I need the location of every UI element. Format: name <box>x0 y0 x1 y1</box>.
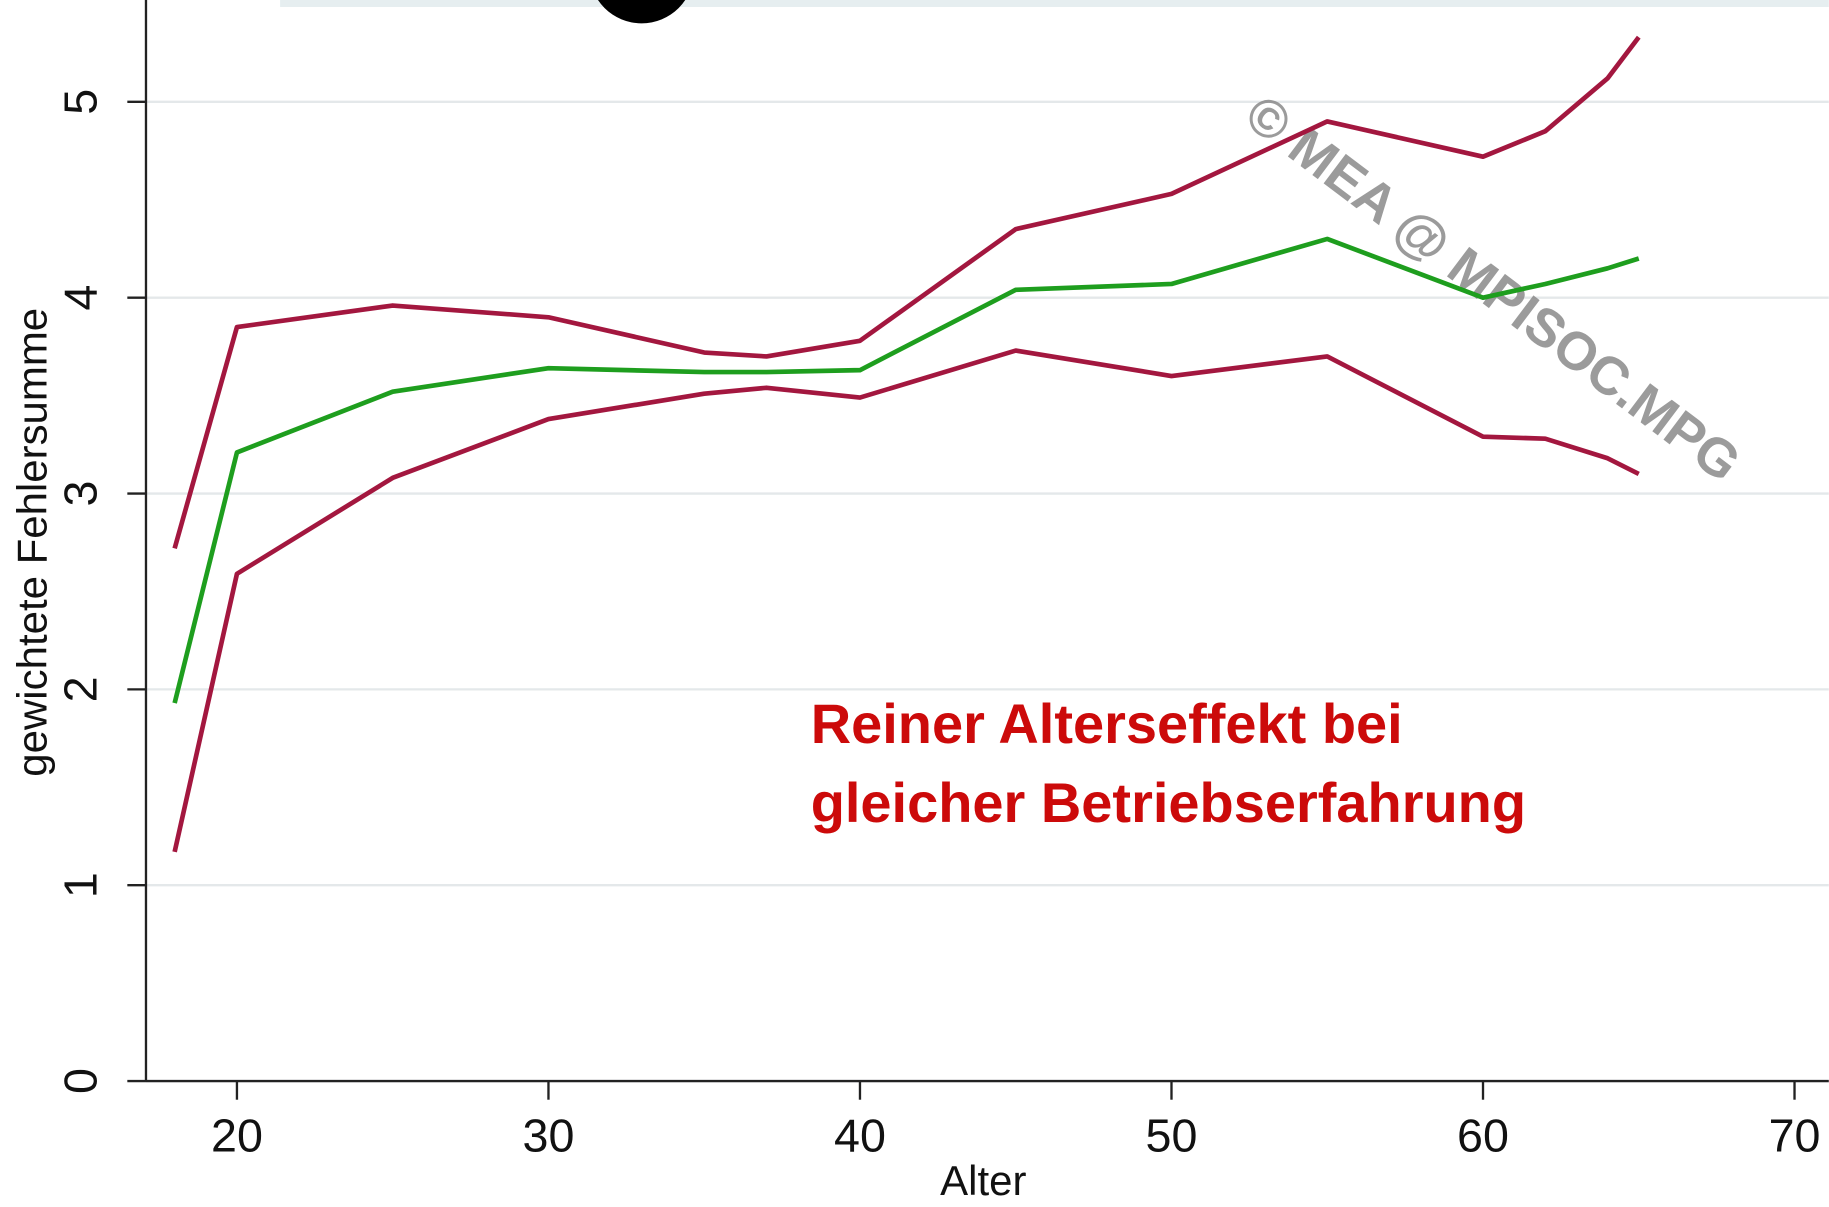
x-axis-title: Alter <box>940 1157 1026 1204</box>
y-tick-label: 0 <box>55 1068 107 1094</box>
x-tick-label: 40 <box>834 1110 886 1162</box>
x-tick-label: 60 <box>1457 1110 1509 1162</box>
x-tick-label: 30 <box>523 1110 575 1162</box>
annotation: Reiner Alterseffekt bei <box>811 692 1403 755</box>
x-tick-label: 20 <box>211 1110 263 1162</box>
x-tick-label: 70 <box>1769 1110 1821 1162</box>
watermark: © MEA @ MPISOC.MPG <box>1234 83 1751 493</box>
decoration-circle <box>597 0 686 24</box>
top-strip <box>280 0 1829 7</box>
y-tick-label: 4 <box>55 285 107 311</box>
y-axis-title: gewichtete Fehlersumme <box>8 308 55 777</box>
series-line <box>172 348 1640 853</box>
series-line <box>172 236 1640 704</box>
y-tick-label: 2 <box>55 676 107 702</box>
x-tick-label: 50 <box>1146 1110 1198 1162</box>
series-line <box>172 35 1641 549</box>
y-tick-label: 3 <box>55 481 107 507</box>
y-tick-label: 1 <box>55 872 107 898</box>
y-tick-label: 5 <box>55 89 107 115</box>
annotation: gleicher Betriebserfahrung <box>811 771 1526 834</box>
